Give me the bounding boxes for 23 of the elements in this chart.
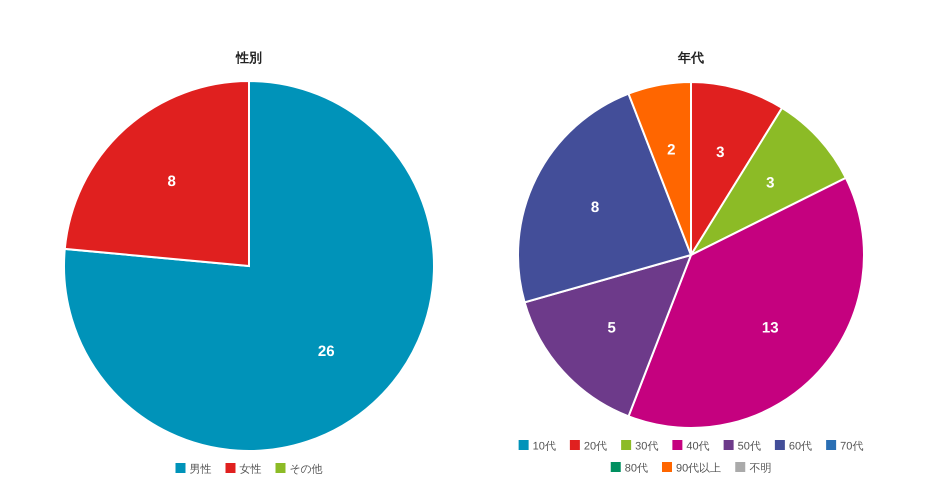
chart-title: 年代 [677,50,704,65]
legend-label: 40代 [686,440,710,452]
legend-label: 10代 [532,440,556,452]
data-label: 2 [667,142,676,159]
legend-label: 男性 [190,464,212,476]
legend-label: その他 [290,464,322,476]
legend-label: 60代 [788,440,812,452]
chart-title: 性別 [235,50,262,65]
legend-label: 50代 [738,440,761,452]
data-label: 3 [716,144,725,161]
data-label: 8 [168,173,176,190]
data-label: 8 [590,199,600,216]
legend-label: 20代 [584,440,608,452]
legend-label: 不明 [749,462,772,474]
data-label: 13 [762,319,779,336]
data-label: 26 [318,342,335,360]
legend-label: 80代 [624,462,648,474]
legend-label: 30代 [635,440,658,452]
legend-label: 70代 [840,440,864,452]
legend-label: 女性 [240,464,262,476]
data-label: 5 [608,319,616,336]
data-label: 3 [766,174,774,192]
legend-label: 90代以上 [676,462,722,474]
